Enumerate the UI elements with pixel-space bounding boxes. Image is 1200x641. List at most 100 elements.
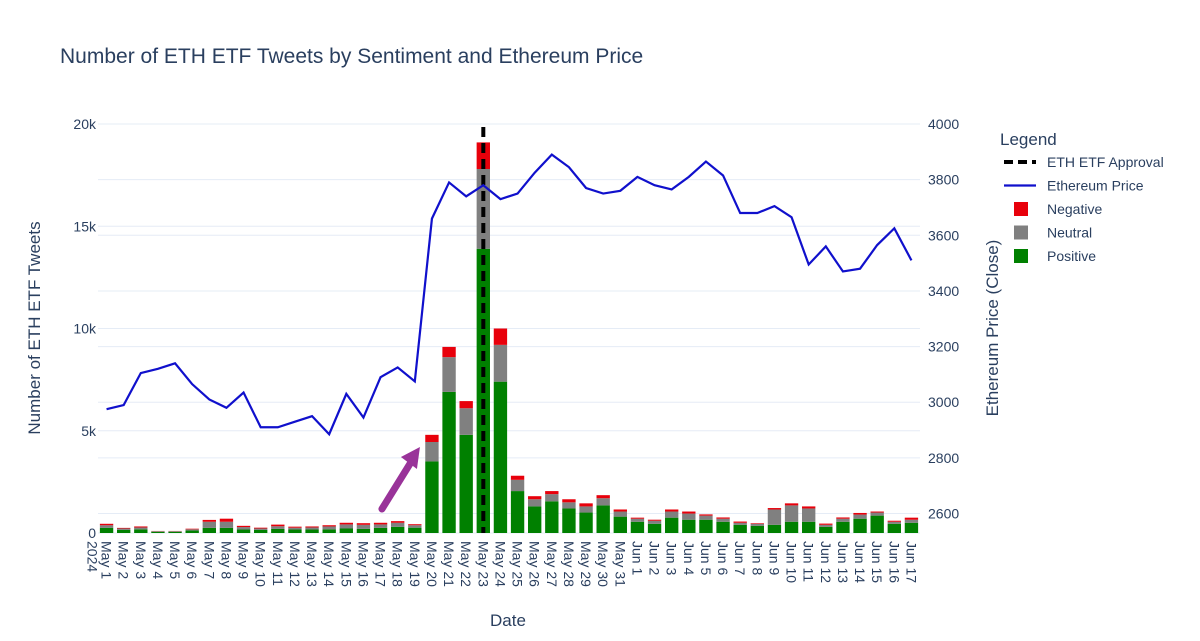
bar-negative — [562, 499, 576, 503]
bar-negative — [219, 518, 234, 522]
y-tick-label: 5k — [81, 423, 97, 439]
bar-positive — [665, 517, 679, 533]
bar-negative — [596, 495, 610, 499]
x-axis-title: Date — [490, 611, 526, 630]
x-tick-label: May 14 — [321, 541, 337, 587]
bar-neutral — [528, 499, 542, 507]
bar-positive — [904, 522, 919, 533]
bar-negative — [493, 328, 508, 345]
bar-positive — [99, 527, 114, 533]
y2-tick-label: 3200 — [928, 339, 959, 355]
bar-negative — [836, 517, 850, 519]
bar-stack-layer — [99, 142, 919, 533]
x-tick-label: May 8 — [218, 541, 234, 579]
x-tick-label: May 1 — [99, 541, 115, 579]
bar-negative — [647, 519, 662, 521]
legend-neutral-swatch — [1014, 225, 1028, 240]
y2-tick-label: 4000 — [928, 116, 959, 132]
x-tick-label: May 26 — [527, 541, 543, 587]
y-gridlines — [98, 123, 920, 534]
bar-neutral — [339, 524, 353, 529]
bar-positive — [767, 524, 782, 533]
legend-eth-etf-approval-label: ETH ETF Approval — [1047, 154, 1164, 170]
bar-neutral — [904, 519, 919, 523]
bar-negative — [853, 512, 867, 515]
x-tick-label: Jun 10 — [784, 541, 800, 583]
bar-neutral — [665, 511, 679, 518]
legend: Legend ETH ETF Approval Ethereum Price Neg… — [1000, 130, 1164, 264]
bar-positive — [356, 528, 371, 533]
bar-positive — [647, 523, 662, 533]
bar-positive — [425, 461, 439, 533]
x-tick-label: May 19 — [407, 541, 423, 587]
bar-negative — [682, 511, 696, 514]
bar-neutral — [887, 521, 901, 524]
bar-positive — [802, 521, 816, 533]
x-tick-label: May 12 — [287, 541, 303, 587]
bar-positive — [819, 526, 833, 533]
bar-positive — [373, 527, 388, 533]
arrow-head — [400, 447, 420, 469]
bar-positive — [493, 381, 508, 533]
bar-positive — [870, 515, 884, 533]
bar-negative — [202, 519, 216, 522]
bar-neutral — [493, 344, 508, 382]
bar-positive — [202, 527, 216, 533]
bar-negative — [802, 506, 816, 509]
bar-positive — [271, 528, 285, 533]
bar-neutral — [288, 527, 302, 530]
legend-title: Legend — [1000, 130, 1057, 149]
bar-neutral — [322, 526, 336, 530]
bar-neutral — [545, 494, 559, 502]
x-tick-label: May 23 — [475, 541, 491, 587]
x-tick-label: May 24 — [492, 541, 508, 587]
bar-positive — [853, 518, 867, 533]
legend-positive-label: Positive — [1047, 248, 1096, 264]
bar-neutral — [870, 512, 884, 516]
bar-neutral — [408, 525, 422, 528]
x-tick-label: May 6 — [184, 541, 200, 579]
bar-positive — [168, 531, 182, 533]
bar-neutral — [853, 514, 867, 519]
x-tick-label: May 11 — [270, 541, 286, 586]
x-tick-label: May 22 — [458, 541, 474, 587]
bar-positive — [682, 519, 696, 533]
x-tick-label: Jun 2 — [647, 541, 663, 575]
bar-positive — [716, 521, 730, 533]
x-tick-label: May 17 — [373, 541, 389, 587]
bar-neutral — [630, 518, 645, 522]
bar-positive — [579, 512, 593, 533]
bar-neutral — [767, 509, 782, 525]
bar-positive — [134, 529, 148, 533]
bar-neutral — [784, 505, 799, 522]
bar-positive — [185, 530, 199, 533]
bar-negative — [408, 524, 422, 526]
chart-title: Number of ETH ETF Tweets by Sentiment an… — [60, 45, 643, 68]
bar-neutral — [373, 524, 388, 528]
bar-negative — [391, 521, 405, 523]
x-tick-label: May 30 — [595, 541, 611, 587]
bar-neutral — [168, 531, 182, 532]
y-tick-label: 0 — [88, 525, 96, 541]
bar-positive — [510, 491, 525, 533]
legend-neutral-label: Neutral — [1047, 225, 1092, 241]
bar-negative — [784, 503, 799, 506]
legend-positive-swatch — [1014, 249, 1028, 263]
annotation-layer — [378, 447, 420, 513]
bar-negative — [117, 527, 131, 529]
bar-negative — [887, 520, 901, 522]
bar-positive — [784, 521, 799, 533]
bar-negative — [613, 509, 627, 512]
y2-axis-ticks: 2600 2800 3000 3200 3400 3600 3800 4000 — [928, 116, 959, 522]
x-tick-label: May 3 — [133, 541, 149, 579]
x-tick-label: Jun 5 — [698, 541, 714, 575]
y-tick-label: 10k — [73, 321, 97, 337]
x-tick-label: May 18 — [390, 541, 406, 587]
bar-negative — [442, 346, 456, 358]
bar-negative — [665, 509, 679, 512]
x-tick-label: May 29 — [578, 541, 594, 587]
bar-neutral — [802, 508, 816, 522]
arrow-shaft — [378, 455, 417, 513]
bar-positive — [630, 521, 645, 533]
